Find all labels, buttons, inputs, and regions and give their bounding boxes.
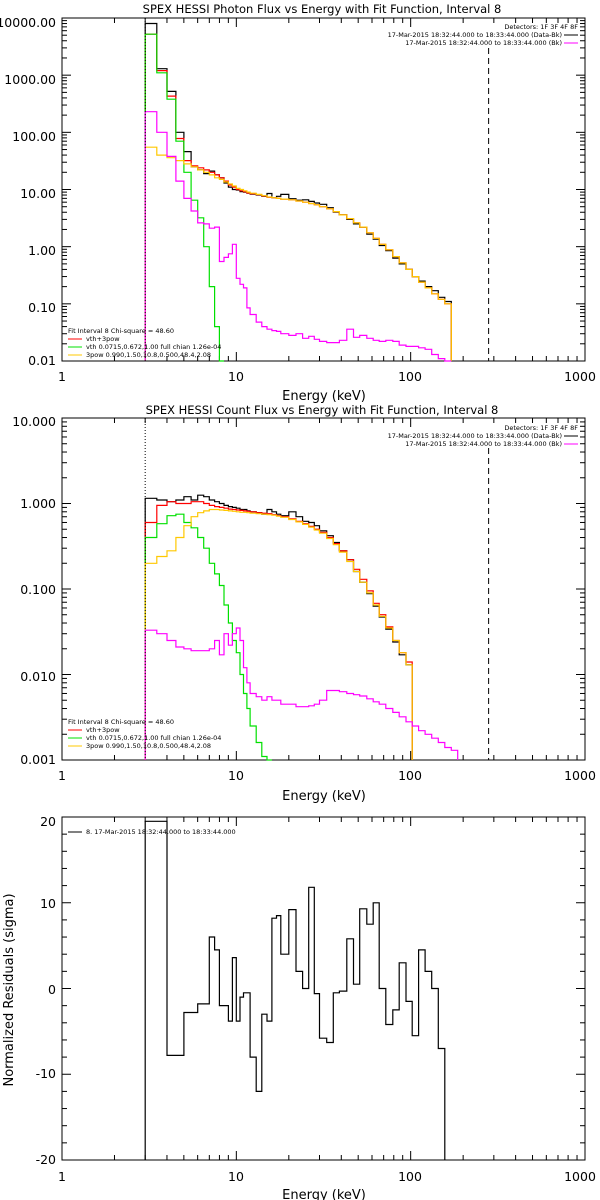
p1-xtick-10: 10 [228,768,244,783]
p0-legend-detectors: Detectors: 1F 3F 4F 8F [504,23,578,31]
p2-ytick-2: 0 [48,982,56,997]
p0-xlabel: Energy (keV) [282,389,366,404]
p1-legend-vth: vth 0.0715,0.672,1.00 full chian 1.26e-0… [86,734,221,742]
p0-xtick-1: 1 [58,369,66,384]
p0-legend-data-bk: 17-Mar-2015 18:32:44.000 to 18:33:44.000… [388,31,562,39]
photon-flux-panel: SPEX HESSI Photon Flux vs Energy with Fi… [0,2,596,404]
p0-ytick-5: 1000.00 [4,72,56,87]
p2-ylabel: Normalized Residuals (sigma) [2,893,17,1086]
p1-ytick-1: 0.010 [20,669,56,684]
p2-ytick-4: 20 [40,814,56,829]
p1-legend-bk: 17-Mar-2015 18:32:44.000 to 18:33:44.000… [405,440,562,448]
p0-ytick-6: 10000.00 [0,15,56,30]
series-4-line [144,111,452,362]
p1-ytick-4: 10.000 [12,414,56,429]
series-0-line [144,820,446,1160]
p1-ytick-0: 0.001 [20,752,56,767]
p0-legend-vth3pow: vth+3pow [86,335,120,343]
p2-xlabel: Energy (keV) [282,1188,366,1200]
series-3-line [144,508,413,760]
p1-ytick-2: 0.100 [20,582,56,597]
p1-xlabel: Energy (keV) [282,789,366,804]
p0-legend-top-right: Detectors: 1F 3F 4F 8F 17-Mar-2015 18:32… [388,23,579,47]
p2-xtick-1000: 1000 [564,1169,596,1184]
p0-xtick-100: 100 [398,369,422,384]
p2-xtick-100: 100 [398,1169,422,1184]
p1-legend-data-bk: 17-Mar-2015 18:32:44.000 to 18:33:44.000… [388,432,562,440]
p1-xtick-1000: 1000 [564,768,596,783]
series-4-line [144,627,459,760]
p1-xtick-100: 100 [398,768,422,783]
p2-xtick-10: 10 [228,1169,244,1184]
p0-ytick-0: 0.01 [28,353,56,368]
p0-legend-fit: Fit Interval 8 Chi-square = 48.60 [68,327,174,335]
p2-legend-top-left: 8. 17-Mar-2015 18:32:44.000 to 18:33:44.… [68,828,236,836]
p0-legend-bk: 17-Mar-2015 18:32:44.000 to 18:33:44.000… [405,39,562,47]
p1-legend-detectors: Detectors: 1F 3F 4F 8F [504,424,578,432]
p1-legend-top-right: Detectors: 1F 3F 4F 8F 17-Mar-2015 18:32… [388,424,579,448]
series-3-line [144,146,452,361]
p0-ytick-2: 1.00 [28,243,56,258]
p0-legend-vth: vth 0.0715,0.672,1.00 full chian 1.26e-0… [86,343,221,351]
p0-xtick-10: 10 [228,369,244,384]
series-2-line [144,513,272,761]
p2-xtick-1: 1 [58,1169,66,1184]
p0-ytick-1: 0.10 [28,300,56,315]
p1-legend-bottom-left: Fit Interval 8 Chi-square = 48.60 vth+3p… [68,718,221,750]
p0-legend-bottom-left: Fit Interval 8 Chi-square = 48.60 vth+3p… [68,327,221,359]
residuals-panel: 1 10 100 1000 -20 -10 0 10 20 Energy (ke… [2,814,596,1200]
p2-ytick-3: 10 [40,896,56,911]
p0-ytick-4: 100.00 [12,129,56,144]
p2-ytick-0: -20 [36,1152,56,1167]
p1-legend-3pow: 3pow 0.990,1.50,10.8,0.500,48.4,2.08 [86,742,211,750]
p0-ytick-3: 10.00 [20,186,56,201]
p1-xtick-1: 1 [58,768,66,783]
p2-legend-interval: 8. 17-Mar-2015 18:32:44.000 to 18:33:44.… [86,828,236,836]
photon-flux-title: SPEX HESSI Photon Flux vs Energy with Fi… [143,2,502,16]
p2-ytick-1: -10 [36,1066,56,1081]
p1-legend-fit: Fit Interval 8 Chi-square = 48.60 [68,718,174,726]
p1-ytick-3: 1.000 [20,496,56,511]
p1-legend-vth3pow: vth+3pow [86,726,120,734]
p0-xtick-1000: 1000 [564,369,596,384]
p0-legend-3pow: 3pow 0.990,1.50,10.8,0.500,48.4,2.08 [86,351,211,359]
count-flux-title: SPEX HESSI Count Flux vs Energy with Fit… [146,403,499,417]
count-flux-panel: SPEX HESSI Count Flux vs Energy with Fit… [12,403,596,804]
